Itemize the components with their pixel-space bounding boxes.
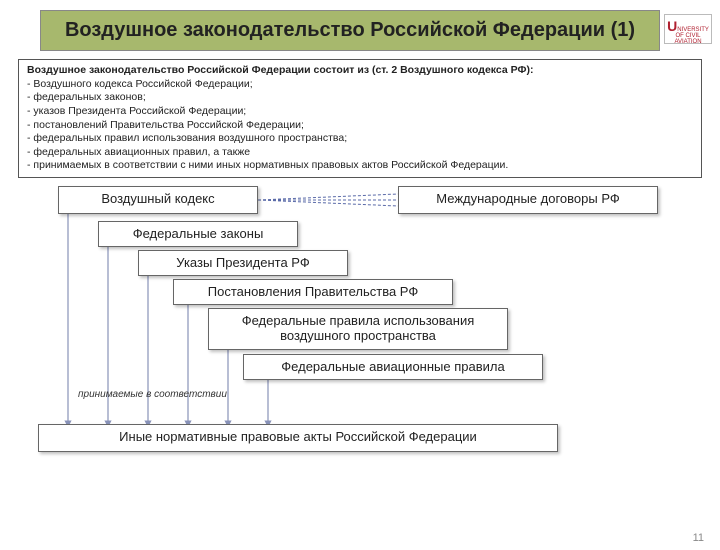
info-item: - Воздушного кодекса Российской Федераци… xyxy=(27,78,693,92)
info-heading: Воздушное законодательство Российской Фе… xyxy=(27,64,693,78)
box-air-code: Воздушный кодекс xyxy=(58,186,258,214)
box-president-decrees: Указы Президента РФ xyxy=(138,250,348,276)
box-intl-treaties: Международные договоры РФ xyxy=(398,186,658,214)
box-gov-resolutions: Постановления Правительства РФ xyxy=(173,279,453,305)
university-logo: UNIVERSITY OF CIVIL AVIATION xyxy=(664,14,712,44)
info-item: - принимаемых в соответствии с ними иных… xyxy=(27,159,693,173)
box-federal-laws: Федеральные законы xyxy=(98,221,298,247)
logo-letter: U xyxy=(667,18,677,34)
box-aviation-rules: Федеральные авиационные правила xyxy=(243,354,543,380)
box-airspace-rules: Федеральные правила использования воздуш… xyxy=(208,308,508,350)
page-number: 11 xyxy=(693,532,704,544)
slide-title: Воздушное законодательство Российской Фе… xyxy=(40,10,660,51)
info-item: - федеральных законов; xyxy=(27,91,693,105)
info-item: - указов Президента Российской Федерации… xyxy=(27,105,693,119)
box-other-acts: Иные нормативные правовые акты Российско… xyxy=(38,424,558,452)
note-text: принимаемые в соответствии xyxy=(78,389,227,400)
hierarchy-diagram: Воздушный кодекс Международные договоры … xyxy=(18,186,702,466)
info-item: - федеральных правил использования возду… xyxy=(27,132,693,146)
info-box: Воздушное законодательство Российской Фе… xyxy=(18,59,702,178)
info-item: - постановлений Правительства Российской… xyxy=(27,119,693,133)
info-item: - федеральных авиационных правил, а такж… xyxy=(27,146,693,160)
